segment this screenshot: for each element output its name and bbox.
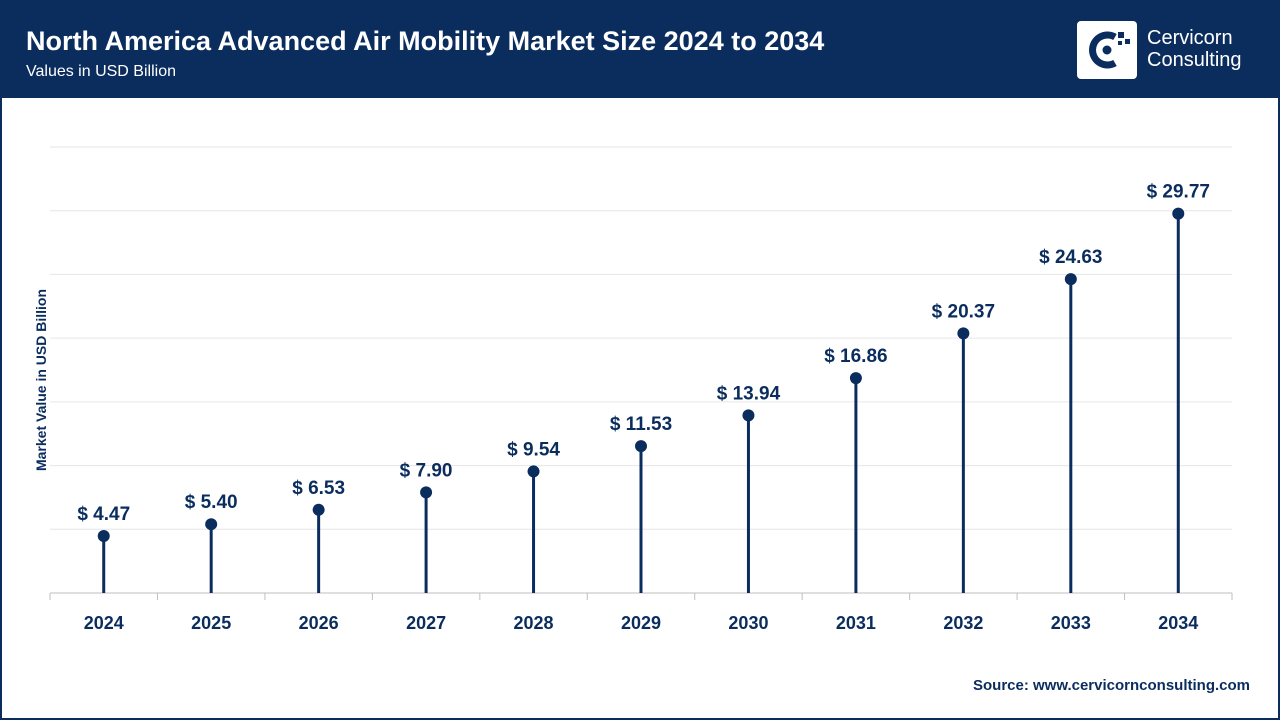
data-label: $ 13.94 bbox=[717, 383, 781, 404]
x-tick-label: 2027 bbox=[406, 613, 446, 633]
lollipop-dot bbox=[97, 530, 110, 543]
data-label: $ 9.54 bbox=[507, 439, 560, 460]
x-axis: 2024 2025 2026 2027 2028 2029 2030 2031 2032 2033… bbox=[49, 592, 1233, 633]
x-tick-label: 2026 bbox=[299, 613, 339, 633]
y-axis-title: Market Value in USD Billion bbox=[33, 289, 49, 471]
logo-line1: Cervicorn bbox=[1147, 27, 1233, 49]
data-label: $ 24.63 bbox=[1039, 247, 1102, 268]
lollipop-dot bbox=[957, 327, 970, 340]
header-bar: North America Advanced Air Mobility Mark… bbox=[2, 2, 1278, 98]
gridlines bbox=[50, 146, 1232, 530]
source-note: Source: www.cervicornconsulting.com bbox=[972, 677, 1250, 694]
logo-c-icon bbox=[1089, 31, 1130, 69]
lollipop-dot bbox=[742, 409, 755, 422]
logo-mark bbox=[1077, 21, 1137, 79]
x-tick-label: 2033 bbox=[1051, 613, 1091, 633]
chart-subtitle: Values in USD Billion bbox=[26, 63, 176, 80]
x-tick-label: 2031 bbox=[836, 613, 876, 633]
lollipop-dot bbox=[1172, 207, 1185, 220]
x-tick-label: 2028 bbox=[514, 613, 554, 633]
lollipop-dot bbox=[205, 518, 218, 531]
company-logo: Cervicorn Consulting bbox=[1077, 21, 1267, 81]
lollipop-dot bbox=[312, 503, 325, 516]
lollipop-dot bbox=[420, 486, 433, 499]
data-label: $ 7.90 bbox=[400, 460, 453, 481]
lollipop-dot bbox=[1064, 273, 1077, 286]
data-label: $ 5.40 bbox=[185, 492, 238, 513]
lollipop-dot bbox=[849, 372, 862, 385]
data-label: $ 20.37 bbox=[932, 301, 995, 322]
lollipop-dot bbox=[635, 440, 647, 453]
lollipop-dot bbox=[527, 465, 540, 478]
logo-wordmark: Cervicorn Consulting bbox=[1147, 27, 1242, 71]
x-tick-label: 2024 bbox=[84, 613, 124, 633]
x-tick-label: 2029 bbox=[621, 613, 661, 633]
chart-title: North America Advanced Air Mobility Mark… bbox=[26, 26, 825, 56]
data-label: $ 11.53 bbox=[610, 414, 672, 435]
data-label: $ 16.86 bbox=[824, 346, 887, 367]
x-tick-label: 2034 bbox=[1158, 613, 1198, 633]
logo-line2: Consulting bbox=[1147, 49, 1242, 71]
data-label: $ 29.77 bbox=[1147, 182, 1210, 203]
data-marks: $ 4.47 $ 5.40 $ 6.53 $ 7.90 $ 9.54 $ 11.53 $ 1… bbox=[77, 182, 1210, 593]
x-tick-label: 2025 bbox=[191, 613, 231, 633]
data-label: $ 6.53 bbox=[292, 478, 345, 499]
data-label: $ 4.47 bbox=[77, 504, 130, 525]
x-tick-label: 2030 bbox=[728, 613, 768, 633]
x-tick-label: 2032 bbox=[943, 613, 983, 633]
